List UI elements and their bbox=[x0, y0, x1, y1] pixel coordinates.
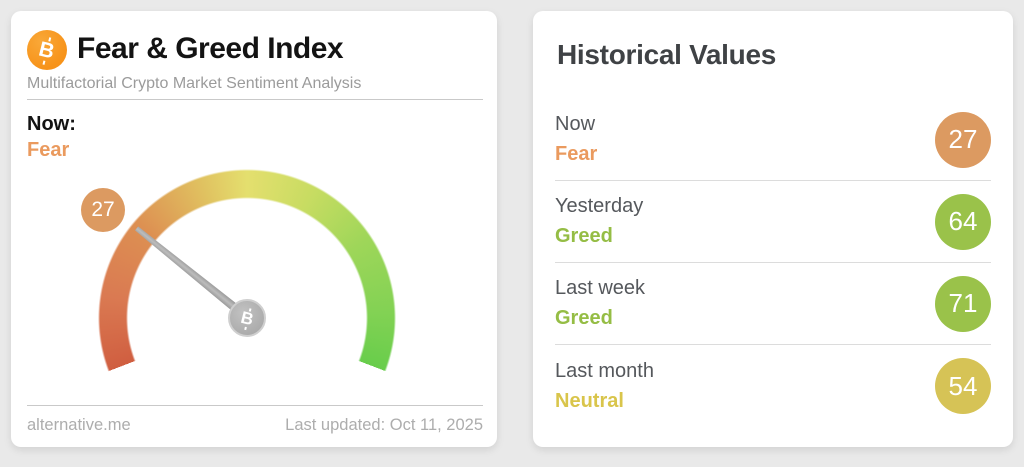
history-classification: Greed bbox=[555, 225, 613, 247]
gauge-hub-bitcoin-icon: B bbox=[228, 299, 266, 337]
history-value-badge: 64 bbox=[935, 193, 991, 250]
historical-values-title: Historical Values bbox=[557, 39, 777, 70]
now-classification: Fear bbox=[27, 139, 70, 161]
now-label: Now: bbox=[27, 113, 76, 135]
history-period-label: Last month bbox=[555, 359, 654, 382]
history-value-badge: 71 bbox=[935, 275, 991, 332]
bitcoin-icon: B bbox=[27, 30, 67, 70]
card-subtitle: Multifactorial Crypto Market Sentiment A… bbox=[27, 75, 362, 92]
history-row-last-month: Last month Neutral 54 bbox=[555, 345, 991, 427]
source-link[interactable]: alternative.me bbox=[27, 416, 131, 434]
history-value-badge: 54 bbox=[935, 358, 991, 414]
sentiment-gauge: B 27 bbox=[11, 158, 497, 467]
history-classification: Neutral bbox=[555, 389, 624, 412]
history-row-yesterday: Yesterday Greed 64 bbox=[555, 181, 991, 263]
historical-values-card: Historical Values Now Fear 27 Yesterday … bbox=[533, 11, 1013, 447]
history-value-badge: 27 bbox=[935, 111, 991, 168]
header-divider bbox=[27, 99, 483, 100]
gauge-value-badge: 27 bbox=[81, 188, 125, 232]
history-row-now: Now Fear 27 bbox=[555, 99, 991, 181]
history-row-last-week: Last week Greed 71 bbox=[555, 263, 991, 345]
history-period-label: Last week bbox=[555, 277, 646, 299]
card-title: Fear & Greed Index bbox=[77, 32, 344, 65]
history-classification: Greed bbox=[555, 307, 613, 329]
history-period-label: Yesterday bbox=[555, 195, 644, 217]
footer-divider bbox=[27, 405, 483, 406]
history-classification: Fear bbox=[555, 143, 598, 165]
historical-values-list: Now Fear 27 Yesterday Greed 64 Last week… bbox=[555, 99, 991, 427]
fear-greed-index-card: B Fear & Greed Index Multifactorial Cryp… bbox=[11, 11, 497, 467]
last-updated-text: Last updated: Oct 11, 2025 bbox=[285, 416, 483, 434]
history-period-label: Now bbox=[555, 113, 596, 135]
card-footer: alternative.me Last updated: Oct 11, 202… bbox=[27, 416, 483, 435]
